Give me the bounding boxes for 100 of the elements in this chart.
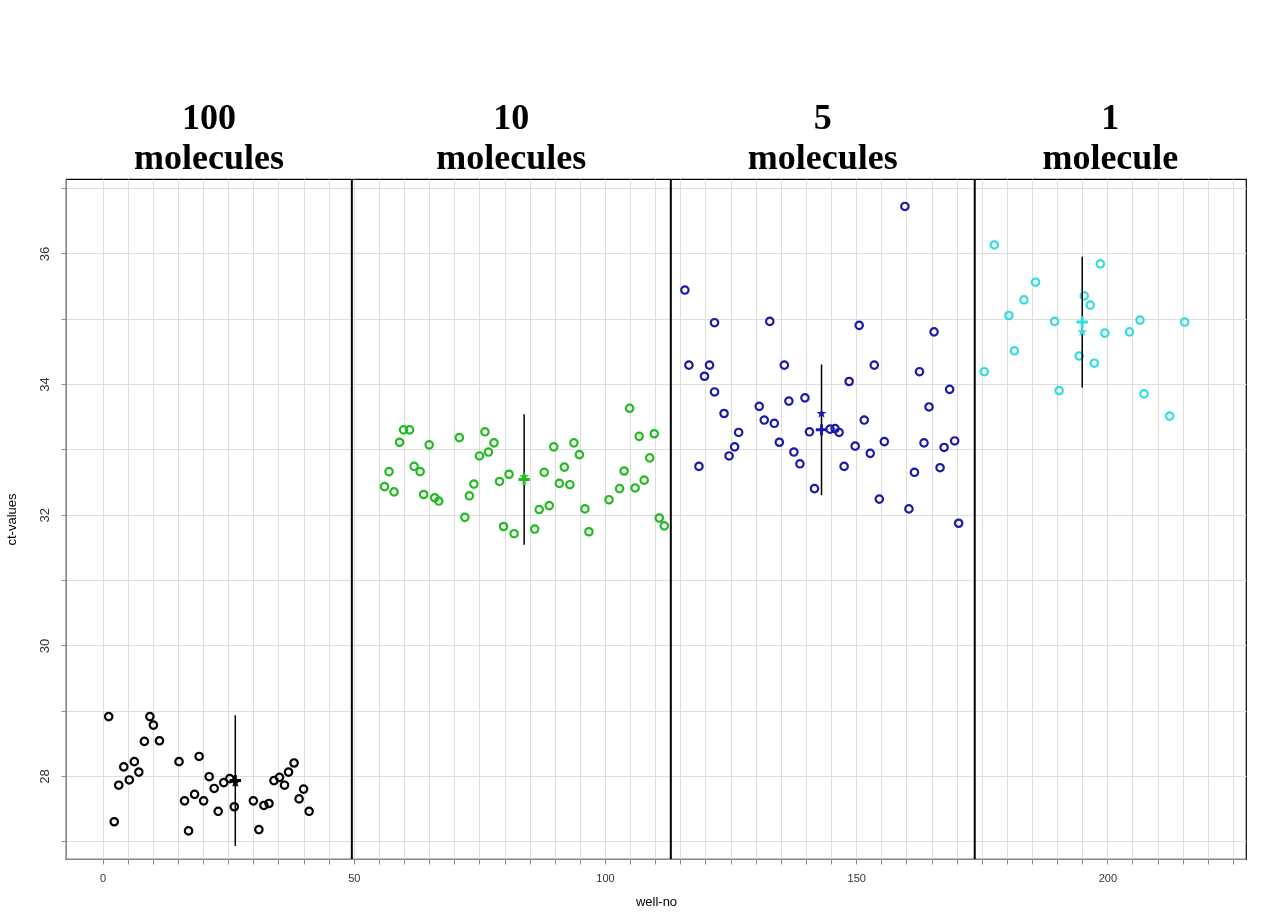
point (424, 440, 434, 450)
point (634, 431, 644, 442)
point (409, 461, 419, 472)
point (914, 366, 925, 377)
point (269, 775, 279, 786)
point (614, 483, 625, 494)
y-tick-label: 36 (36, 246, 52, 262)
text: 1 molecule (1042, 97, 1179, 177)
point (415, 466, 425, 477)
point (109, 816, 120, 827)
y-tick-label: 30 (36, 638, 52, 654)
point (204, 771, 214, 782)
point (719, 408, 729, 419)
point (800, 393, 810, 403)
point (865, 448, 876, 459)
point (584, 526, 594, 537)
point (1049, 316, 1060, 327)
point (854, 320, 865, 331)
point (709, 387, 720, 397)
point (379, 481, 390, 492)
point (498, 521, 509, 532)
point (483, 447, 494, 457)
x-tick-label: 50 (348, 871, 361, 884)
point (554, 478, 565, 489)
point (900, 201, 910, 212)
point (879, 436, 890, 447)
point (145, 711, 155, 722)
point (433, 496, 444, 506)
point (1124, 327, 1135, 337)
point (979, 366, 990, 377)
point (118, 762, 129, 772)
point (904, 504, 914, 514)
y-tick-label: 34 (36, 377, 52, 392)
x-tick-label: 100 (596, 871, 615, 884)
point (1004, 310, 1014, 321)
point (774, 437, 785, 448)
point (1074, 351, 1085, 361)
point (699, 371, 710, 382)
point (148, 720, 159, 730)
point (929, 327, 939, 337)
y-axis-title: ct-values (3, 493, 19, 546)
point (183, 826, 194, 836)
point (389, 487, 399, 497)
point (733, 427, 744, 438)
point (274, 772, 285, 783)
point (1179, 317, 1190, 327)
point (754, 401, 765, 412)
point (830, 423, 840, 434)
point (229, 801, 240, 812)
point (283, 767, 294, 777)
point (769, 418, 780, 429)
point (759, 415, 770, 425)
point (944, 384, 955, 395)
point (559, 462, 570, 472)
point (909, 467, 920, 478)
point (464, 491, 475, 501)
point (103, 711, 114, 722)
point (784, 396, 794, 406)
point (460, 512, 470, 523)
point (209, 783, 219, 794)
point (654, 513, 665, 523)
point (534, 504, 545, 515)
point (779, 360, 790, 370)
point (953, 518, 964, 529)
point (939, 442, 949, 453)
point (565, 479, 575, 490)
point (404, 425, 415, 435)
point (224, 773, 235, 784)
point (544, 500, 555, 511)
point (764, 316, 775, 327)
point (709, 317, 720, 328)
point (1030, 277, 1041, 288)
point (480, 426, 490, 437)
point (704, 360, 715, 370)
point (1054, 385, 1064, 396)
point (1139, 389, 1149, 399)
point (124, 775, 135, 785)
x-tick-label: 200 (1098, 871, 1118, 884)
point (494, 476, 505, 487)
point (569, 438, 579, 448)
point (154, 735, 165, 746)
point (129, 756, 140, 767)
x-axis-title: well-no (634, 893, 678, 909)
point (729, 442, 740, 452)
point (539, 467, 550, 478)
point (198, 796, 209, 806)
point (574, 449, 585, 460)
point (289, 758, 299, 768)
point (504, 469, 514, 480)
point (529, 524, 540, 534)
point (548, 442, 559, 452)
point (298, 784, 309, 794)
point (834, 427, 844, 438)
point (113, 780, 124, 790)
point (789, 447, 799, 457)
point (850, 441, 860, 451)
point (795, 459, 805, 469)
point (844, 376, 854, 387)
point (254, 824, 264, 835)
point (624, 403, 635, 414)
